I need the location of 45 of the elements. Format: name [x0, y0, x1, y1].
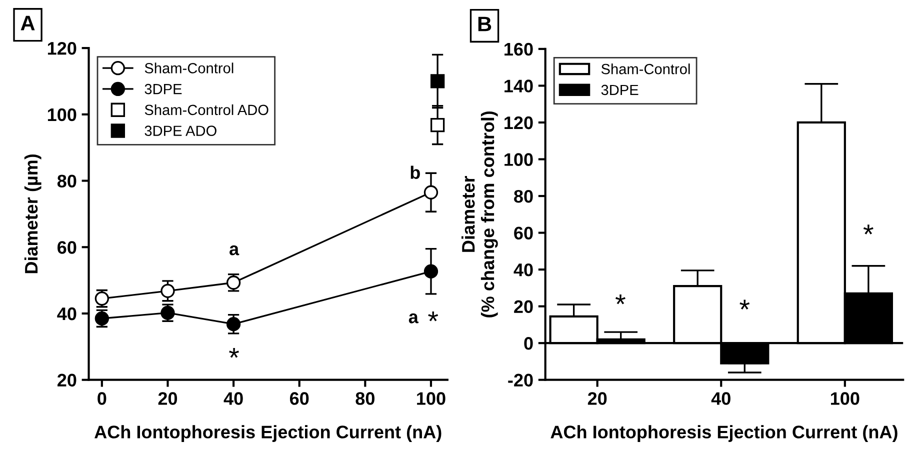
annotation: b [410, 166, 420, 179]
y-tick-label: 20 [57, 374, 76, 387]
annotation: * [229, 348, 239, 358]
x-tick-label: 80 [356, 392, 374, 405]
x-tick-label: 40 [711, 392, 730, 405]
annotation: * [740, 300, 750, 310]
legend-label: Sham-Control ADO [144, 104, 268, 116]
chart-title: B [478, 16, 492, 32]
y-tick-label: -20 [508, 374, 533, 387]
x-tick-label: 20 [158, 392, 178, 405]
annotation: * [428, 312, 438, 322]
y-tick-label: 60 [58, 241, 76, 254]
annotation: a [408, 313, 418, 324]
x-axis-title: ACh Iontophoresis Ejection Current (nA) [550, 425, 898, 442]
y-tick-label: 100 [504, 153, 533, 166]
y-tick-label: 0 [524, 337, 533, 350]
x-tick-label: 20 [588, 392, 607, 405]
y-axis-title: Diameter (% change from control) [462, 111, 498, 318]
annotation: * [863, 224, 874, 234]
x-tick-label: 100 [831, 392, 860, 405]
chart-title: A [20, 16, 35, 30]
annotation: a [230, 245, 240, 256]
y-tick-label: 100 [48, 108, 76, 122]
x-tick-label: 100 [417, 392, 446, 405]
y-tick-label: 80 [514, 190, 533, 203]
y-tick-label: 120 [504, 116, 533, 130]
x-axis-title: ACh Iontophoresis Ejection Current (nA) [94, 425, 442, 442]
y-tick-label: 40 [57, 307, 76, 320]
legend-label: 3DPE [601, 84, 638, 96]
legend-label: 3DPE ADO [144, 126, 216, 136]
legend-label: Sham-Control [144, 62, 234, 74]
x-tick-label: 40 [224, 392, 243, 405]
legend-label: Sham-Control [601, 64, 690, 74]
y-tick-label: 40 [514, 263, 533, 276]
x-tick-label: 60 [290, 392, 309, 405]
annotation: * [616, 294, 626, 304]
y-tick-label: 160 [504, 42, 533, 56]
y-tick-label: 20 [514, 300, 533, 314]
x-tick-label: 0 [98, 392, 106, 405]
y-tick-label: 120 [48, 42, 76, 55]
y-tick-label: 80 [57, 174, 76, 188]
y-tick-label: 140 [504, 80, 533, 92]
legend-label: 3DPE [144, 84, 182, 94]
y-tick-label: 60 [514, 226, 533, 240]
y-axis-title: Diameter (µm) [24, 154, 42, 274]
